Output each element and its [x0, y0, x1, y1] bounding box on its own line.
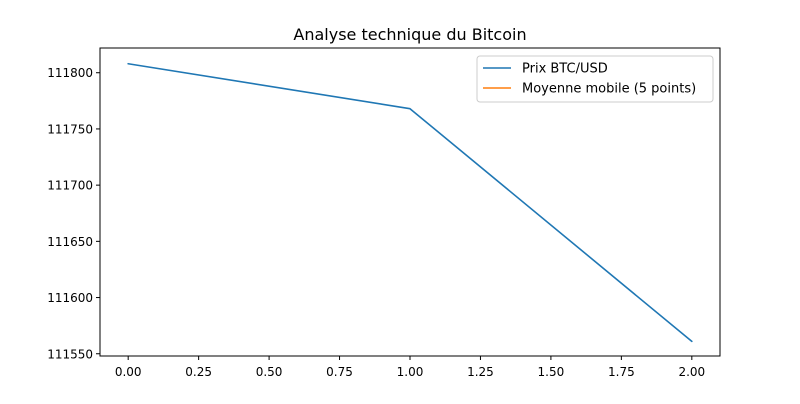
y-tick-label: 111800	[47, 66, 93, 80]
x-tick-label: 0.50	[256, 365, 283, 379]
chart-title: Analyse technique du Bitcoin	[293, 25, 526, 44]
x-tick-label: 1.75	[608, 365, 635, 379]
x-tick-label: 2.00	[678, 365, 705, 379]
x-tick-label: 0.25	[185, 365, 212, 379]
x-tick-label: 1.00	[397, 365, 424, 379]
legend-label-0: Prix BTC/USD	[522, 62, 608, 77]
x-tick-label: 0.75	[326, 365, 353, 379]
y-tick-label: 111650	[47, 235, 93, 249]
x-tick-label: 1.50	[538, 365, 565, 379]
series-layer	[127, 62, 693, 343]
x-tick-label: 0.00	[115, 365, 142, 379]
legend-label-1: Moyenne mobile (5 points)	[522, 82, 696, 97]
legend-frame	[476, 55, 714, 103]
y-tick-label: 111700	[47, 179, 93, 193]
y-axis: 111550 111600 111650 111700 111750 111800	[47, 66, 100, 361]
y-tick-label: 111600	[47, 291, 93, 305]
series-line-0	[127, 62, 693, 343]
x-tick-label: 1.25	[467, 365, 494, 379]
y-tick-label: 111550	[47, 347, 93, 361]
y-tick-label: 111750	[47, 122, 93, 136]
x-axis: 0.00 0.25 0.50 0.75 1.00 1.25 1.50 1.75 2.00	[115, 356, 705, 379]
legend: Prix BTC/USD Moyenne mobile (5 points)	[476, 55, 714, 103]
